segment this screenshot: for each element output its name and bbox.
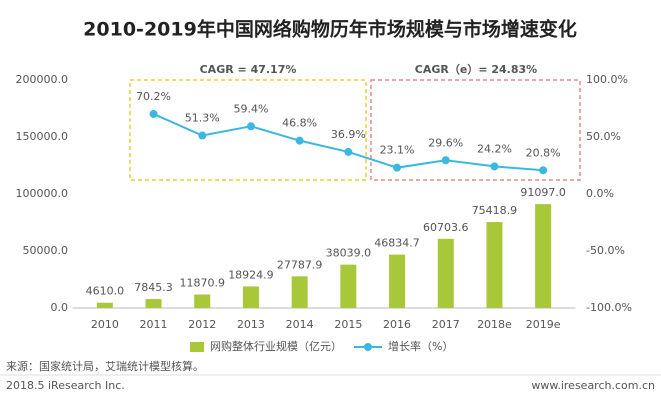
x-tick-label: 2010 [91,318,119,331]
bar-value-label: 38039.0 [326,247,372,260]
legend-swatch [190,342,204,352]
y2-tick-label: -50.0% [586,244,625,257]
line-value-label: 29.6% [428,136,463,149]
bar [486,222,503,308]
line-value-label: 70.2% [136,90,171,103]
cagr-e-box [370,79,581,181]
bar-value-label: 18924.9 [228,268,274,281]
bar-value-label: 27787.9 [277,258,323,271]
x-tick-label: 2011 [140,318,168,331]
line-value-label: 24.2% [477,142,512,155]
bar [242,286,259,308]
legend-swatch-point [364,343,372,351]
line-point [539,166,548,175]
line-point [441,156,450,165]
x-tick-label: 2015 [334,318,362,331]
line-point [393,163,402,172]
line-value-label: 23.1% [380,144,415,157]
copyright: 2018.5 iResearch Inc. [6,379,125,392]
y2-tick-label: 100.0% [586,73,628,86]
line-value-label: 51.3% [185,112,220,125]
y2-tick-label: 0.0% [586,187,614,200]
y2-tick-label: -100.0% [586,301,632,314]
source-note: 来源：国家统计局，艾瑞统计模型核算。 [6,359,204,373]
y-tick-label: 100000.0 [16,187,69,200]
bar [194,294,211,308]
x-tick-label: 2018e [477,318,512,331]
chart-title: 2010-2019年中国网络购物历年市场规模与市场增速变化 [83,18,577,41]
y-tick-label: 0.0 [51,301,69,314]
annotation: CAGR（e）= 24.83% [415,63,537,76]
legend-label: 增长率（%） [388,339,453,353]
line-point [295,136,304,145]
line-point [344,147,353,156]
line-value-label: 46.8% [282,117,317,130]
line-point [490,162,499,171]
bar-value-label: 60703.6 [423,221,469,234]
line-value-label: 36.9% [331,128,366,141]
line-point [246,122,255,131]
line-value-label: 59.4% [233,102,268,115]
x-tick-label: 2019e [526,318,561,331]
x-tick-label: 2012 [188,318,216,331]
bar-value-label: 46834.7 [374,237,420,250]
line-point [149,109,158,118]
y-tick-label: 200000.0 [16,73,69,86]
bar [389,254,406,308]
x-tick-label: 2016 [383,318,411,331]
bar-value-label: 11870.9 [180,276,226,289]
line-value-label: 20.8% [526,146,561,159]
bar-value-label: 7845.3 [134,281,173,294]
annotation: CAGR = 47.17% [200,63,297,76]
line-point [198,131,207,140]
bar-value-label: 4610.0 [86,285,125,298]
bar [291,276,308,308]
bar [535,204,552,308]
legend-label: 网购整体行业规模（亿元） [210,339,342,353]
website: www.iresearch.com.cn [531,379,655,392]
y2-tick-label: 50.0% [586,130,621,143]
x-tick-label: 2013 [237,318,265,331]
bar [340,264,357,308]
bar-value-label: 75418.9 [472,204,518,217]
y-tick-label: 50000.0 [23,244,69,257]
x-tick-label: 2017 [432,318,460,331]
bar [437,238,454,308]
y-tick-label: 150000.0 [16,130,69,143]
bar [145,299,162,308]
bar [96,302,113,308]
bar-value-label: 91097.0 [520,186,566,199]
x-tick-label: 2014 [286,318,314,331]
